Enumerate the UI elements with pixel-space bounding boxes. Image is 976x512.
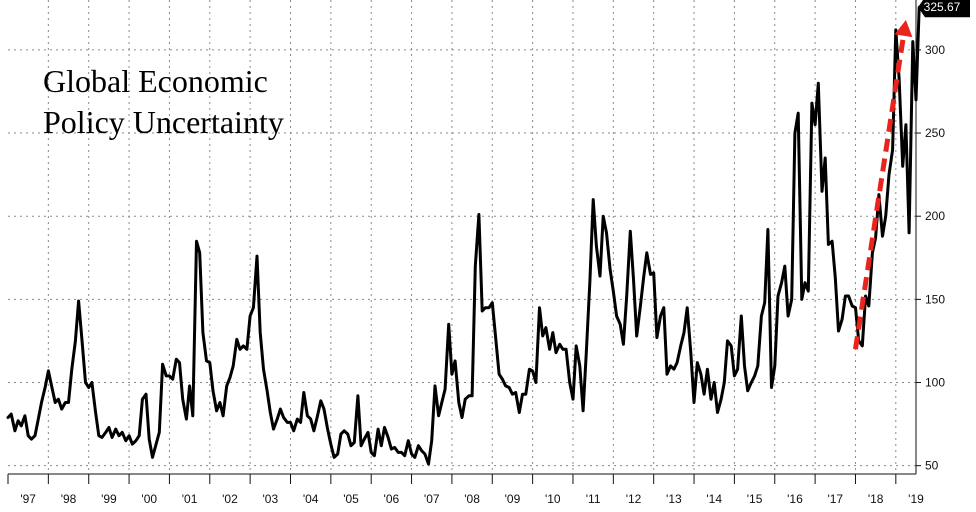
y-tick-label: 100 [925, 376, 945, 390]
last-value-text: 325.67 [924, 0, 961, 14]
x-tick-label: '10 [545, 492, 561, 506]
y-tick-label: 250 [925, 126, 945, 140]
series-line [6, 5, 921, 466]
x-tick-label: '04 [303, 492, 319, 506]
y-tick-label: 300 [925, 43, 945, 57]
x-tick-label: '05 [343, 492, 359, 506]
x-tick-label: '13 [666, 492, 682, 506]
title-line: Policy Uncertainty [43, 104, 284, 140]
chart-title: Global Economic Policy Uncertainty [43, 63, 284, 140]
x-tick-label: '17 [827, 492, 843, 506]
trend-arrow-shaft [852, 35, 906, 350]
x-tick-label: '07 [424, 492, 440, 506]
x-tick-label: '99 [101, 492, 117, 506]
title-line: Global Economic [43, 63, 268, 99]
y-tick-label: 50 [925, 459, 939, 473]
y-tick-label: 200 [925, 209, 945, 223]
x-tick-label: '15 [747, 492, 763, 506]
x-tick-label: '14 [706, 492, 722, 506]
x-tick-label: '01 [182, 492, 198, 506]
x-tick-label: '02 [222, 492, 238, 506]
x-tick-label: '18 [868, 492, 884, 506]
x-tick-label: '12 [626, 492, 642, 506]
x-tick-label: '97 [20, 492, 36, 506]
x-tick-label: '16 [787, 492, 803, 506]
x-tick-label: '08 [464, 492, 480, 506]
last-value-label: 325.67 [918, 0, 970, 18]
trend-arrow [852, 19, 913, 350]
last-value-box [918, 0, 970, 18]
x-tick-label: '00 [141, 492, 157, 506]
y-tick-label: 150 [925, 292, 945, 306]
trend-arrow-head [894, 19, 913, 38]
x-tick-label: '09 [505, 492, 521, 506]
x-tick-label: '06 [384, 492, 400, 506]
x-tick-label: '98 [61, 492, 77, 506]
axes: 50 100 150 200 250 300 '97 '98 '99 '00 '01 '02 '03 '0… [7, 0, 945, 506]
x-tick-label: '11 [586, 492, 601, 506]
x-tick-label: '03 [262, 492, 278, 506]
series-lines [6, 5, 921, 466]
x-tick-label: '19 [908, 492, 924, 506]
